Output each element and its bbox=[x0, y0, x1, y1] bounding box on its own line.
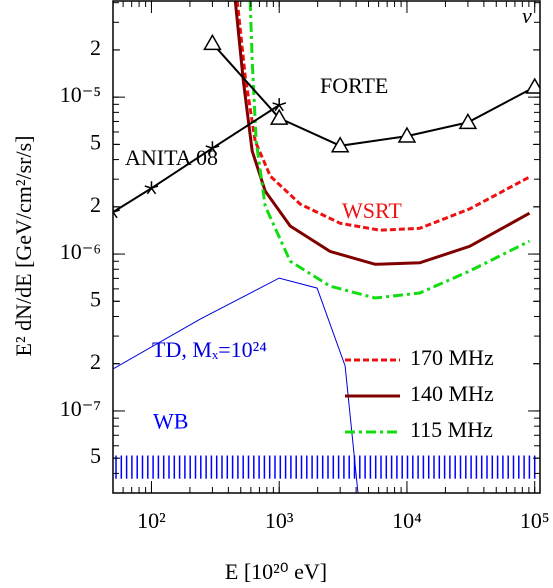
x-axis-label: E [10²⁰ eV] bbox=[225, 559, 327, 584]
legend-label: 140 MHz bbox=[410, 381, 494, 406]
marker bbox=[113, 205, 120, 219]
marker bbox=[330, 136, 350, 153]
y-tick-label: 5 bbox=[90, 286, 101, 311]
marker bbox=[205, 141, 220, 155]
y-tick-label: 10⁻⁷ bbox=[60, 396, 101, 421]
y-tick-label: 2 bbox=[90, 192, 101, 217]
y-tick-label: 10⁻⁵ bbox=[60, 82, 101, 107]
x-tick-label: 10³ bbox=[265, 508, 294, 533]
series-line bbox=[113, 104, 280, 213]
marker bbox=[397, 126, 417, 143]
series-line bbox=[113, 277, 359, 493]
annotation: ν bbox=[522, 3, 532, 28]
marker bbox=[269, 108, 289, 125]
y-tick-label: 10⁻⁶ bbox=[60, 239, 101, 264]
plot-frame bbox=[112, 0, 541, 494]
y-axis-label: E² dN/dE [GeV/cm²/sr/s] bbox=[11, 136, 36, 357]
y-tick-label: 5 bbox=[90, 443, 101, 468]
marker bbox=[144, 181, 159, 195]
x-tick-label: 10⁴ bbox=[392, 508, 422, 533]
series-line bbox=[211, 42, 536, 147]
series-line bbox=[233, 1, 531, 266]
annotation: WSRT bbox=[342, 198, 402, 223]
legend-label: 170 MHz bbox=[410, 345, 494, 370]
y-tick-label: 2 bbox=[90, 349, 101, 374]
marker bbox=[203, 33, 222, 51]
band-label: WB bbox=[153, 409, 188, 434]
x-tick-label: 10⁵ bbox=[520, 508, 550, 533]
y-tick-label: 5 bbox=[90, 129, 101, 154]
series-label: ANITA 08 bbox=[125, 145, 218, 170]
plot-area bbox=[113, 1, 540, 493]
marker bbox=[525, 77, 540, 94]
marker bbox=[458, 112, 478, 130]
x-tick-label: 10² bbox=[137, 508, 166, 533]
marker bbox=[272, 98, 287, 112]
series-line bbox=[235, 1, 531, 232]
legend-label: 115 MHz bbox=[410, 417, 493, 442]
series-label: TD, Mₓ=10²⁴ bbox=[152, 337, 267, 362]
y-tick-label: 2 bbox=[90, 35, 101, 60]
series-line bbox=[248, 1, 531, 300]
series-label: FORTE bbox=[320, 73, 388, 98]
